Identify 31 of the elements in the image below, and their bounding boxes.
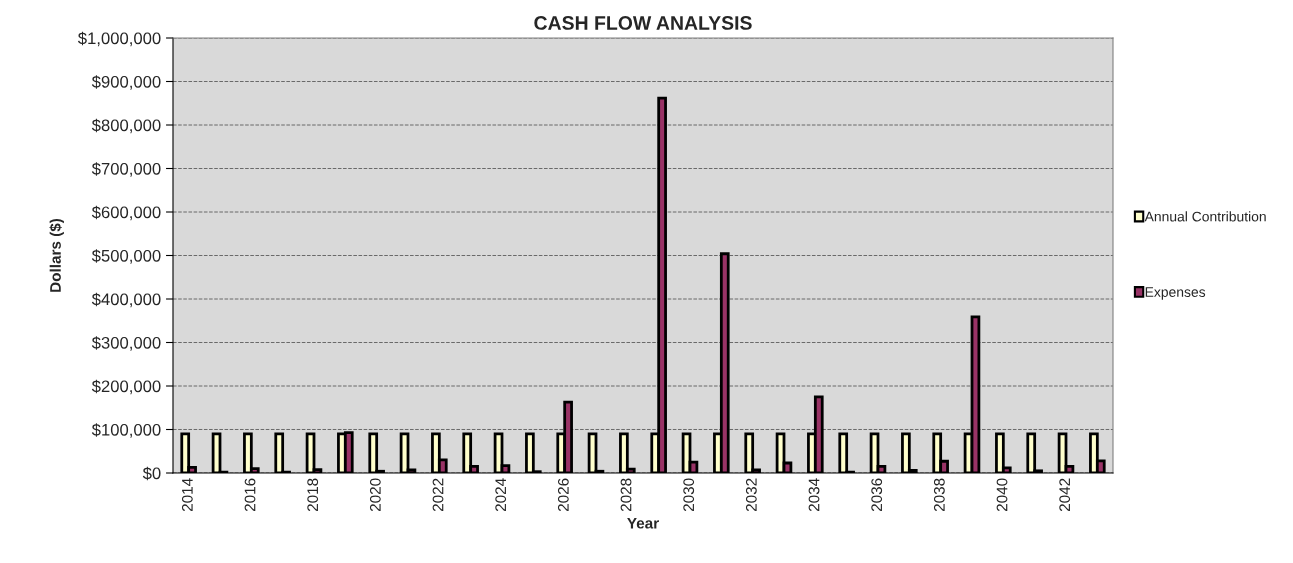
x-tick-label: 2018 [307,478,319,512]
legend-label: Expenses [1145,287,1206,300]
y-tick-label: $500,000 [91,249,161,264]
y-tick-label: $0 [142,466,161,481]
x-tick-label: 2032 [745,478,757,512]
x-tick-label: 2042 [1059,478,1071,512]
y-tick-label: $100,000 [91,423,161,438]
chart-title: CASH FLOW ANALYSIS [534,16,752,30]
x-tick-label: 2034 [808,478,820,512]
y-tick-label: $800,000 [91,118,161,134]
x-tick-label: 2036 [871,478,883,512]
x-tick-label: 2020 [369,478,381,512]
y-axis-title: Dollars ($) [49,218,64,292]
x-tick-label: 2016 [244,478,256,512]
y-tick-label: $900,000 [91,75,161,90]
legend-label: Annual Contribution [1144,211,1266,222]
y-tick-label: $1,000,000 [77,31,161,47]
y-tick-label: $600,000 [91,205,161,221]
x-tick-label: 2040 [996,478,1008,512]
x-tick-label: 2014 [181,478,193,512]
y-tick-label: $200,000 [91,379,161,395]
x-tick-label: 2038 [933,478,945,512]
y-tick-label: $400,000 [91,292,161,308]
x-tick-label: 2024 [495,478,507,512]
x-tick-label: 2022 [432,478,444,512]
x-tick-label: 2026 [557,478,569,512]
y-tick-label: $700,000 [91,162,161,177]
y-tick-label: $300,000 [91,336,161,351]
x-tick-label: 2030 [683,478,695,512]
x-tick-label: 2028 [620,478,632,512]
x-axis-title: Year [627,517,659,529]
